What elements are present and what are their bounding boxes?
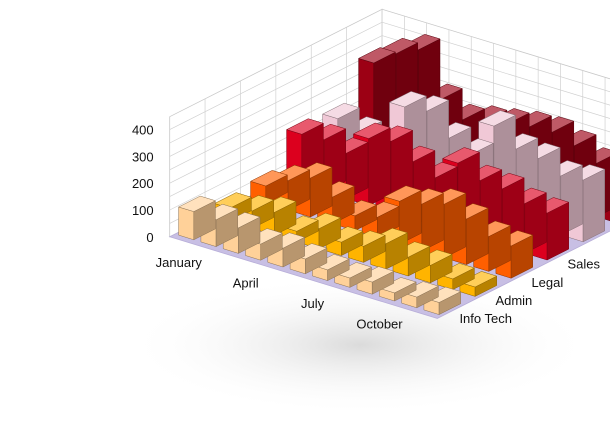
bar-side-face xyxy=(368,127,391,207)
bar-top-face xyxy=(352,122,391,139)
bar xyxy=(334,262,373,288)
series-tick-label: Admin xyxy=(495,293,532,308)
bar-top-face xyxy=(285,118,325,135)
x-tick-label: April xyxy=(233,276,259,291)
bar-top-face xyxy=(321,102,361,119)
series-tick-label: Legal xyxy=(531,275,563,290)
x-tick-label: January xyxy=(156,255,203,270)
chart-drop-shadow xyxy=(125,275,595,415)
bar-top-face xyxy=(388,91,427,108)
y-tick-label: 400 xyxy=(132,123,154,138)
bar xyxy=(311,254,350,282)
bar xyxy=(258,196,297,236)
bar-top-face xyxy=(249,170,289,187)
y-tick-label: 300 xyxy=(132,149,154,164)
grid-line-horizontal xyxy=(169,21,610,130)
x-tick-label: July xyxy=(301,296,325,311)
bar-top-face xyxy=(478,110,517,127)
bar-top-face xyxy=(357,47,397,64)
bar-front-face xyxy=(178,206,195,241)
bar-top-face xyxy=(442,147,481,164)
bar-top-face xyxy=(383,185,422,202)
grid-line-horizontal xyxy=(169,35,610,144)
y-tick-label: 0 xyxy=(146,230,153,245)
bar xyxy=(459,271,498,297)
bar-top-face xyxy=(177,195,217,212)
bar-side-face xyxy=(443,192,467,259)
series-tick-label: Sales xyxy=(567,257,600,272)
x-tick-label: October xyxy=(356,316,403,331)
y-tick-label: 200 xyxy=(132,176,154,191)
bar xyxy=(347,230,386,263)
series-tick-label: Info Tech xyxy=(459,311,512,326)
bar xyxy=(177,195,217,241)
bar xyxy=(400,281,440,309)
y-tick-label: 100 xyxy=(132,203,154,218)
bar-side-face xyxy=(582,168,605,243)
